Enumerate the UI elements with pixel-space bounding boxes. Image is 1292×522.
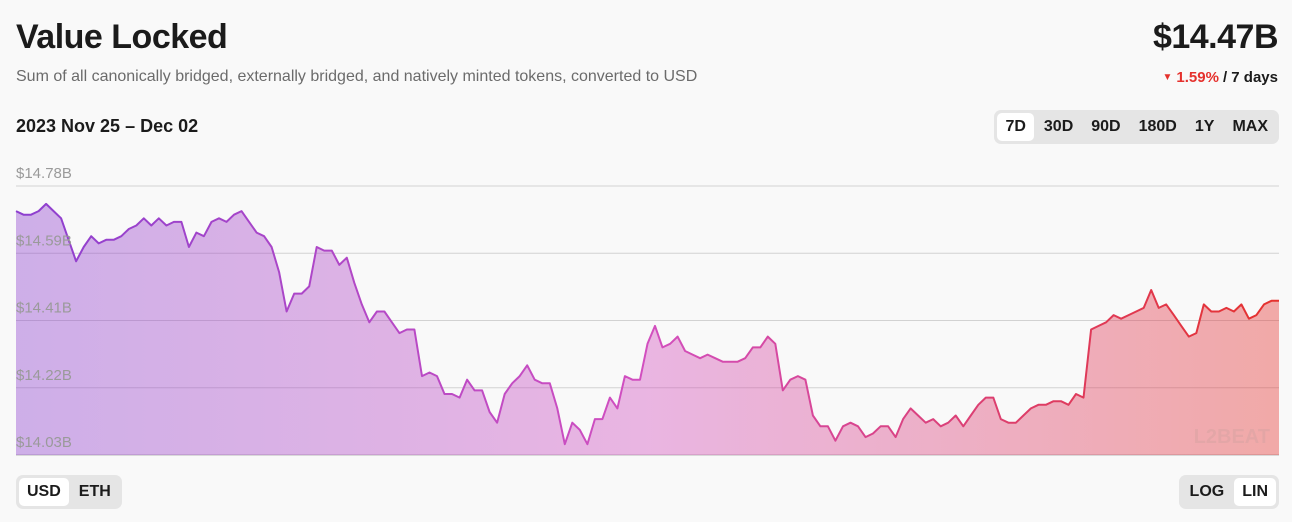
range-90d-button[interactable]: 90D [1083, 113, 1128, 141]
range-180d-button[interactable]: 180D [1131, 113, 1185, 141]
date-range-label: 2023 Nov 25 – Dec 02 [16, 116, 199, 136]
change-period: / 7 days [1222, 69, 1278, 86]
y-tick-label: $14.41B [16, 300, 72, 317]
chart-subtitle: Sum of all canonically bridged, external… [16, 68, 698, 85]
change-indicator: ▼ 1.59% / 7 days [1163, 69, 1279, 86]
scale-selector: LOG LIN [1178, 475, 1279, 509]
l2beat-watermark: L2BEAT [1194, 426, 1270, 448]
change-percent: 1.59% [1176, 69, 1219, 86]
page-title: Value Locked [16, 18, 228, 56]
unit-usd-button[interactable]: USD [19, 478, 69, 506]
y-tick-label: $14.03B [16, 434, 72, 451]
value-area [16, 203, 1279, 455]
scale-log-button[interactable]: LOG [1182, 478, 1233, 506]
value-locked-chart: $14.78B $14.59B $14.41B $14.22B $14.03B L2BE… [15, 165, 1279, 456]
y-tick-label: $14.22B [16, 367, 72, 384]
triangle-down-icon: ▼ [1162, 72, 1173, 83]
range-7d-button[interactable]: 7D [997, 113, 1034, 141]
scale-lin-button[interactable]: LIN [1234, 478, 1276, 506]
time-range-selector: 7D 30D 90D 180D 1Y MAX [994, 110, 1279, 144]
y-tick-label: $14.78B [16, 165, 72, 182]
unit-eth-button[interactable]: ETH [71, 478, 119, 506]
y-tick-label: $14.59B [16, 232, 72, 249]
range-30d-button[interactable]: 30D [1036, 113, 1081, 141]
range-1y-button[interactable]: 1Y [1187, 113, 1223, 141]
total-value: $14.47B [1152, 18, 1279, 56]
unit-selector: USD ETH [16, 475, 122, 509]
range-max-button[interactable]: MAX [1224, 113, 1276, 141]
value-line [15, 202, 1279, 446]
